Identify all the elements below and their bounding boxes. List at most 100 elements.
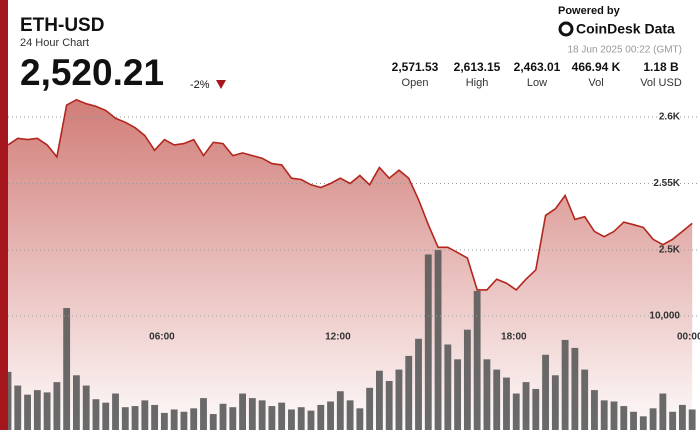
volume-bar — [92, 399, 100, 430]
volume-bar — [522, 382, 530, 430]
volume-bar — [405, 355, 413, 430]
volume-bar — [434, 249, 442, 430]
volume-bar — [493, 369, 501, 430]
volume-bar — [112, 393, 119, 430]
volume-bar — [659, 393, 667, 430]
volume-bar — [542, 354, 549, 430]
volume-bar — [639, 416, 647, 430]
volume-bar — [268, 406, 276, 430]
y-tick-label: 2.6K — [659, 112, 681, 123]
volume-bar — [307, 410, 315, 430]
volume-bar — [131, 406, 139, 430]
volume-bar — [190, 408, 198, 430]
volume-bar — [630, 411, 637, 430]
volume-bar — [219, 403, 227, 430]
timestamp: 18 Jun 2025 00:22 (GMT) — [567, 45, 682, 56]
stat-value: 1.18 B — [643, 60, 679, 74]
volume-bar — [346, 400, 354, 430]
volume-bar — [473, 290, 481, 430]
x-tick-label: 18:00 — [501, 332, 527, 343]
volume-bar — [444, 344, 452, 430]
stat-label: Low — [527, 77, 547, 89]
x-tick-label: 12:00 — [325, 332, 351, 343]
x-tick-label: 06:00 — [149, 332, 175, 343]
stat-value: 2,613.15 — [454, 60, 501, 74]
stat-label: High — [466, 77, 489, 89]
change: -2% — [190, 79, 210, 91]
y-tick-label: 2.55K — [653, 178, 680, 189]
volume-bar — [121, 407, 129, 430]
volume-bar — [160, 412, 168, 430]
stat-value: 466.94 K — [572, 60, 621, 74]
brand: CoinDesk Data — [576, 21, 675, 37]
accent-bar — [0, 0, 8, 430]
volume-bar — [248, 398, 256, 430]
volume-bar — [512, 393, 520, 430]
symbol: ETH-USD — [20, 15, 104, 36]
volume-bar — [454, 359, 462, 430]
volume-bar — [53, 382, 61, 430]
volume-bar — [415, 338, 422, 430]
volume-bar — [591, 390, 598, 430]
volume-bar — [483, 359, 491, 430]
volume-bar — [33, 390, 41, 430]
stat-value: 2,463.01 — [514, 60, 561, 74]
price-line — [7, 98, 693, 291]
volume-bar — [297, 407, 305, 430]
volume-bar — [395, 369, 403, 430]
volume-bar — [503, 377, 510, 430]
price: 2,520.21 — [20, 52, 164, 93]
stat-label: Vol USD — [640, 77, 682, 89]
volume-bar — [102, 402, 110, 430]
volume-bar — [610, 401, 618, 430]
volume-bar — [376, 370, 383, 430]
volume-bar — [424, 254, 432, 430]
volume-bar — [288, 409, 295, 430]
powered-by: Powered by — [558, 5, 621, 17]
volume-bar — [366, 387, 374, 430]
volume-bar — [170, 409, 178, 430]
volume-bar — [72, 375, 80, 430]
volume-bar — [581, 369, 589, 430]
volume-bar — [571, 347, 579, 430]
volume-bar — [688, 409, 696, 430]
volume-bar — [200, 398, 207, 430]
stat-value: 2,571.53 — [392, 60, 439, 74]
down-arrow — [216, 80, 226, 89]
volume-bar — [600, 400, 608, 430]
volume-bar — [327, 401, 334, 430]
volume-bar — [551, 375, 559, 430]
volume-bar — [385, 380, 393, 430]
volume-bar — [24, 394, 31, 430]
y-tick-label: 2.5K — [659, 245, 681, 256]
y2-tick-label: 10,000 — [649, 311, 680, 322]
volume-bar — [43, 392, 51, 430]
brand-icon — [558, 21, 574, 37]
stat-label: Vol — [588, 77, 603, 89]
volume-bar — [561, 339, 569, 430]
volume-bar — [82, 385, 90, 430]
subtitle: 24 Hour Chart — [20, 37, 89, 49]
volume-bar — [463, 329, 471, 430]
x-tick-label: 00:00 — [677, 332, 700, 343]
volume-bar — [209, 414, 217, 430]
volume-bar — [336, 391, 344, 430]
volume-bar — [239, 393, 246, 430]
volume-bar — [278, 402, 286, 430]
volume-bar — [141, 400, 149, 430]
volume-bar — [669, 411, 677, 430]
volume-bar — [620, 406, 628, 430]
volume-bar — [151, 404, 159, 430]
volume-bar — [317, 404, 325, 430]
volume-bar — [229, 407, 237, 430]
volume-bar — [678, 404, 686, 430]
volume-bar — [258, 400, 266, 430]
volume-bar — [180, 411, 188, 430]
price-area — [8, 99, 693, 430]
stat-label: Open — [402, 77, 429, 89]
volume-bar — [532, 388, 540, 430]
volume-bar — [14, 385, 22, 430]
volume-bar — [356, 408, 364, 430]
volume-bar — [63, 308, 71, 430]
